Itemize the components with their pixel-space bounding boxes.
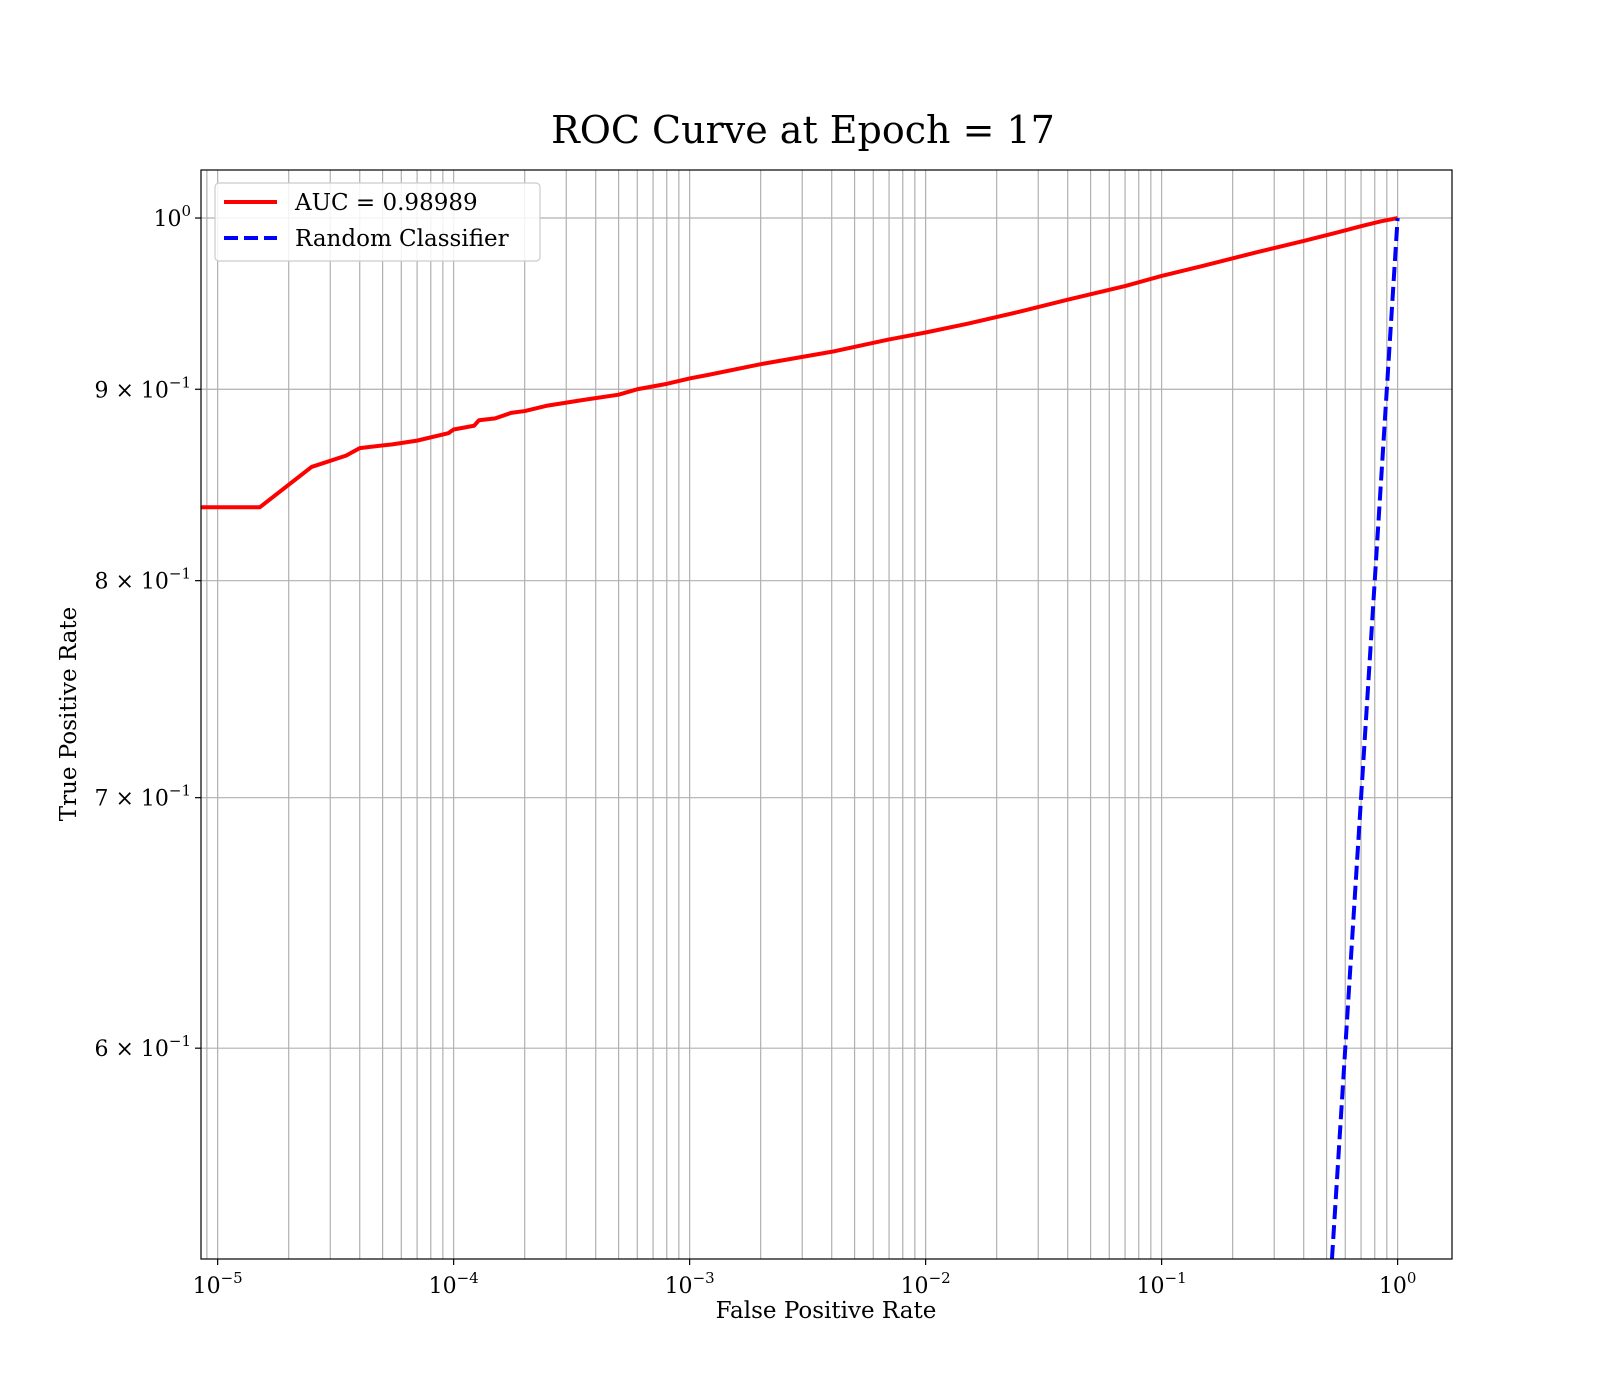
legend-label-auc: AUC = 0.98989 (294, 190, 478, 216)
y-axis-label: True Positive Rate (56, 607, 82, 822)
series-line-random-classifier (1329, 217, 1400, 1260)
y-tick-label: 7 × 10−1 (94, 782, 191, 812)
plot-frame (200, 169, 1453, 1260)
series-line-auc (201, 216, 1399, 510)
legend: AUC = 0.98989 Random Classifier (214, 182, 541, 262)
x-tick-label: 100 (1379, 1269, 1417, 1299)
x-tick-label: 10−2 (901, 1269, 951, 1299)
x-tick-label: 10−4 (429, 1269, 479, 1299)
series-layer (201, 216, 1400, 1260)
x-tick-label: 10−3 (665, 1269, 715, 1299)
y-tick-label: 100 (153, 202, 191, 232)
grid (201, 170, 1452, 1259)
legend-box (214, 182, 541, 262)
x-tick-labels: 10−5 10−4 10−3 10−2 10−1 100 (193, 1259, 1417, 1299)
x-axis-label: False Positive Rate (716, 1298, 937, 1324)
x-tick-label: 10−5 (193, 1269, 243, 1299)
y-tick-labels: 100 9 × 10−1 8 × 10−1 7 × 10−1 6 × 10−1 (94, 202, 201, 1062)
legend-label-random-classifier: Random Classifier (295, 226, 509, 252)
x-tick-label: 10−1 (1137, 1269, 1187, 1299)
chart-title: ROC Curve at Epoch = 17 (551, 108, 1055, 152)
y-tick-label: 8 × 10−1 (94, 565, 191, 595)
y-tick-label: 6 × 10−1 (94, 1032, 191, 1062)
y-tick-label: 9 × 10−1 (94, 373, 191, 403)
